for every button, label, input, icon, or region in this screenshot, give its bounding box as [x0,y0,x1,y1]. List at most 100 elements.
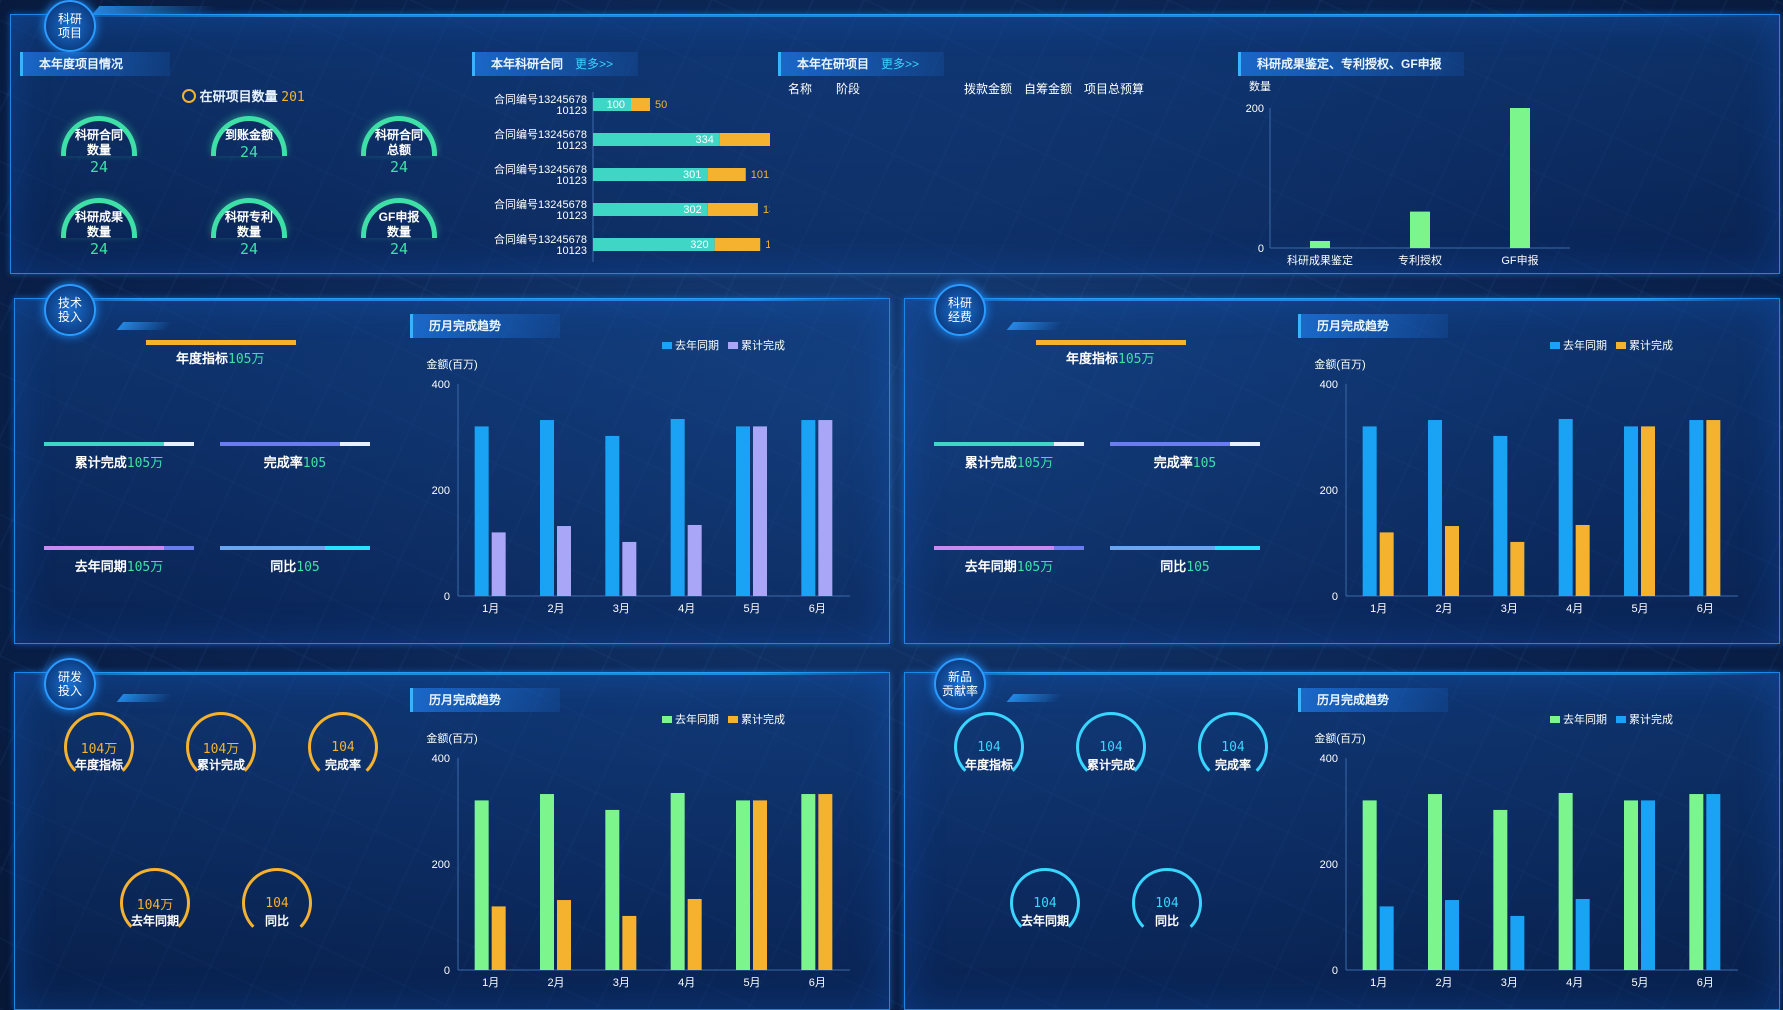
achievement-bar [1510,108,1530,248]
ring-2: 104 完成率 [298,712,388,782]
contract-label: 合同编号13245678 10123 [494,127,587,152]
ring-3: 104 去年同期 [1000,868,1090,938]
contract-bar-a [593,203,708,216]
trend-bar-completed [687,898,702,970]
kpi-2: 去年同期105万 [44,546,194,575]
contract-bar-b [707,168,746,181]
trend-xtick: 3月 [613,977,630,989]
ongoing-title: 本年在研项目 更多>> [778,52,944,76]
tech-trend-chart: 金额(百万) 0 200 400 去年同期 累计完成 1月 2月 3月 4月 5月 6月 [426,338,850,615]
trend-bar-last-year [540,794,554,970]
contracts-title: 本年科研合同 更多>> [472,52,638,76]
trend-bar-completed [557,526,571,596]
trend-xtick: 2月 [547,977,564,989]
trend-bar-last-year [1624,800,1638,970]
legend-swatch [662,342,672,349]
trend-bar-completed [1641,800,1655,970]
trend-bar-completed [1445,900,1459,970]
ring-value: 104 [1010,868,1080,938]
ring-label: 去年同期 [130,914,179,928]
trend-bar-last-year [801,420,816,596]
trend-xtick: 2月 [1435,977,1452,989]
kpi-bar [44,442,194,446]
kpi-value: 105万 [1016,560,1054,575]
trend-bar-last-year [1558,418,1573,596]
achievement-xtick: 科研成果鉴定 [1287,253,1353,267]
trend-ytick: 400 [432,379,450,391]
contract-value-a: 301 [683,169,701,181]
rd-trend-title: 历月完成趋势 [410,688,560,712]
legend-label: 累计完成 [1629,712,1673,726]
gauge-label: 科研合同 数量 [74,128,123,157]
trend-bar-completed [1379,906,1394,970]
trend-bar-last-year [736,426,750,596]
trend-bar-last-year [801,794,816,970]
ongoing-count: 在研项目数量 201 [182,86,305,105]
trend-bar-last-year [1689,420,1704,596]
ring-label: 年度指标 [964,758,1013,772]
contract-bar-a [593,238,715,251]
contract-bar-a [593,98,631,111]
trend-ytick: 400 [1320,753,1338,765]
contract-value-a: 100 [607,99,625,111]
trend-bar-completed [622,541,637,596]
gauge-label: 到账金额 [224,128,273,142]
kpi-value: 105 [296,560,320,575]
contract-bar-b [714,238,761,251]
trend-bar-completed [1641,426,1655,596]
kpi-bar [934,442,1084,446]
trend-xtick: 1月 [1370,977,1387,989]
trend-bar-last-year [1428,794,1442,970]
trend-xtick: 4月 [678,603,695,615]
kpi-bar [1110,442,1260,446]
trend-bar-completed [1575,898,1590,970]
trend-xtick: 5月 [1631,977,1648,989]
ring-value: 104 [308,712,378,782]
trend-bar-last-year [1428,420,1442,596]
achievements-title: 科研成果鉴定、专利授权、GF申报 [1238,52,1464,76]
overview-gauge: 到账金额 24 [204,116,294,161]
research-badge: 科研 项目 [44,0,96,52]
trend-xtick: 6月 [1697,977,1714,989]
trend-xtick: 2月 [547,603,564,615]
legend-swatch [1550,342,1560,349]
legend-label: 去年同期 [1563,338,1607,352]
col-total-budget: 项目总预算 [1084,82,1145,96]
trend-bar-last-year [474,426,489,596]
ring-4: 104 同比 [232,868,322,938]
trend-bar-last-year [670,792,685,970]
tech-target: 年度指标105万 [176,351,265,367]
contract-value-a: 302 [683,204,701,216]
trend-xtick: 3月 [613,603,630,615]
kpi-text: 累计完成105万 [934,452,1084,471]
trend-bar-completed [1379,532,1394,596]
overview-gauge: 科研专利 数量 24 [204,198,294,258]
overview-gauge: GF申报 数量 24 [354,198,444,258]
ring-2: 104 完成率 [1188,712,1278,782]
legend-swatch [1550,716,1560,723]
trend-ytick: 400 [432,753,450,765]
ring-label: 累计完成 [196,758,245,772]
overview-title: 本年度项目情况 [20,52,170,76]
trend-bar-completed [818,420,833,596]
contracts-more-link[interactable]: 更多>> [575,57,614,71]
ongoing-more-link[interactable]: 更多>> [881,57,920,71]
trend-ylabel: 金额(百万) [426,731,477,745]
legend-swatch [728,716,738,723]
legend-swatch [662,716,672,723]
ring-0: 104万 年度指标 [54,712,144,782]
trend-bar-completed [1510,915,1525,970]
newprod-badge: 新品 贡献率 [934,658,986,710]
tech-target-line [146,340,296,345]
kpi-0: 累计完成105万 [44,442,194,471]
ring-label: 完成率 [1214,758,1251,772]
kpi-value: 105 [1186,560,1210,575]
badge-decoration [1006,322,1064,330]
achievements-chart: 数量 0 200 科研成果鉴定 专利授权 GF申报 [1246,80,1570,267]
contract-value-b: 132 [763,204,770,216]
trend-bar-last-year [1493,809,1508,970]
trend-xtick: 4月 [678,977,695,989]
ring-4: 104 同比 [1122,868,1212,938]
gauge-value: 24 [89,158,109,176]
kpi-text: 去年同期105万 [44,556,194,575]
